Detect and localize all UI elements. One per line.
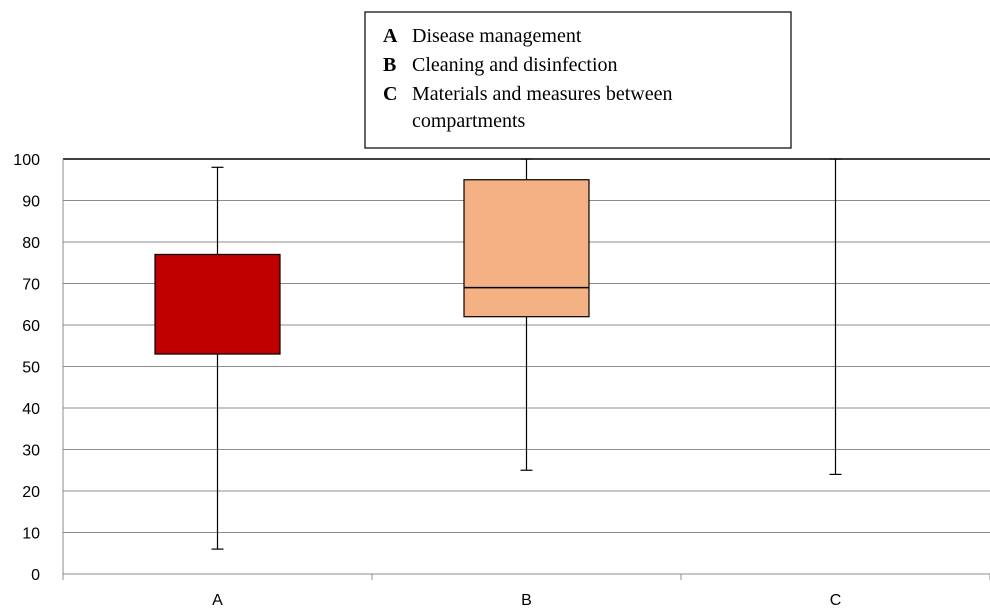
legend: A Disease management B Cleaning and disi…: [364, 11, 792, 149]
y-tick-label: 70: [22, 277, 40, 294]
x-tick-label: B: [521, 592, 532, 608]
y-tick-label: 100: [13, 152, 40, 169]
box-a: [154, 166, 281, 550]
legend-label-c-line2: compartments: [412, 110, 526, 132]
y-tick-label: 20: [22, 484, 40, 501]
y-tick-label: 90: [22, 194, 40, 211]
y-tick-label: 80: [22, 235, 40, 252]
legend-frame: [364, 11, 792, 149]
y-tick-label: 40: [22, 401, 40, 418]
box-body: [154, 253, 281, 355]
legend-key-a: A: [383, 25, 398, 47]
x-tick-label: A: [212, 592, 223, 608]
y-tick-label: 0: [31, 567, 40, 584]
legend-label-b: Cleaning and disinfection: [412, 54, 618, 76]
x-tick-label: C: [830, 592, 842, 608]
boxes: [154, 158, 842, 550]
legend-label-c-line1: Materials and measures between: [412, 83, 672, 105]
y-axis: 0 10 20 30 40 50 60 70 80 90 100: [13, 152, 64, 584]
legend-key-c: C: [383, 83, 397, 105]
y-tick-label: 50: [22, 360, 40, 377]
y-tick-label: 10: [22, 526, 40, 543]
box-c: [829, 158, 842, 475]
box-b: [463, 158, 590, 471]
legend-key-b: B: [383, 54, 396, 76]
y-tick-label: 60: [22, 318, 40, 335]
y-tick-label: 30: [22, 443, 40, 460]
legend-label-a: Disease management: [412, 25, 582, 47]
box-body: [463, 179, 590, 318]
x-axis: A B C: [62, 573, 990, 608]
legend-label-c: Materials and measures between compartme…: [412, 83, 677, 132]
